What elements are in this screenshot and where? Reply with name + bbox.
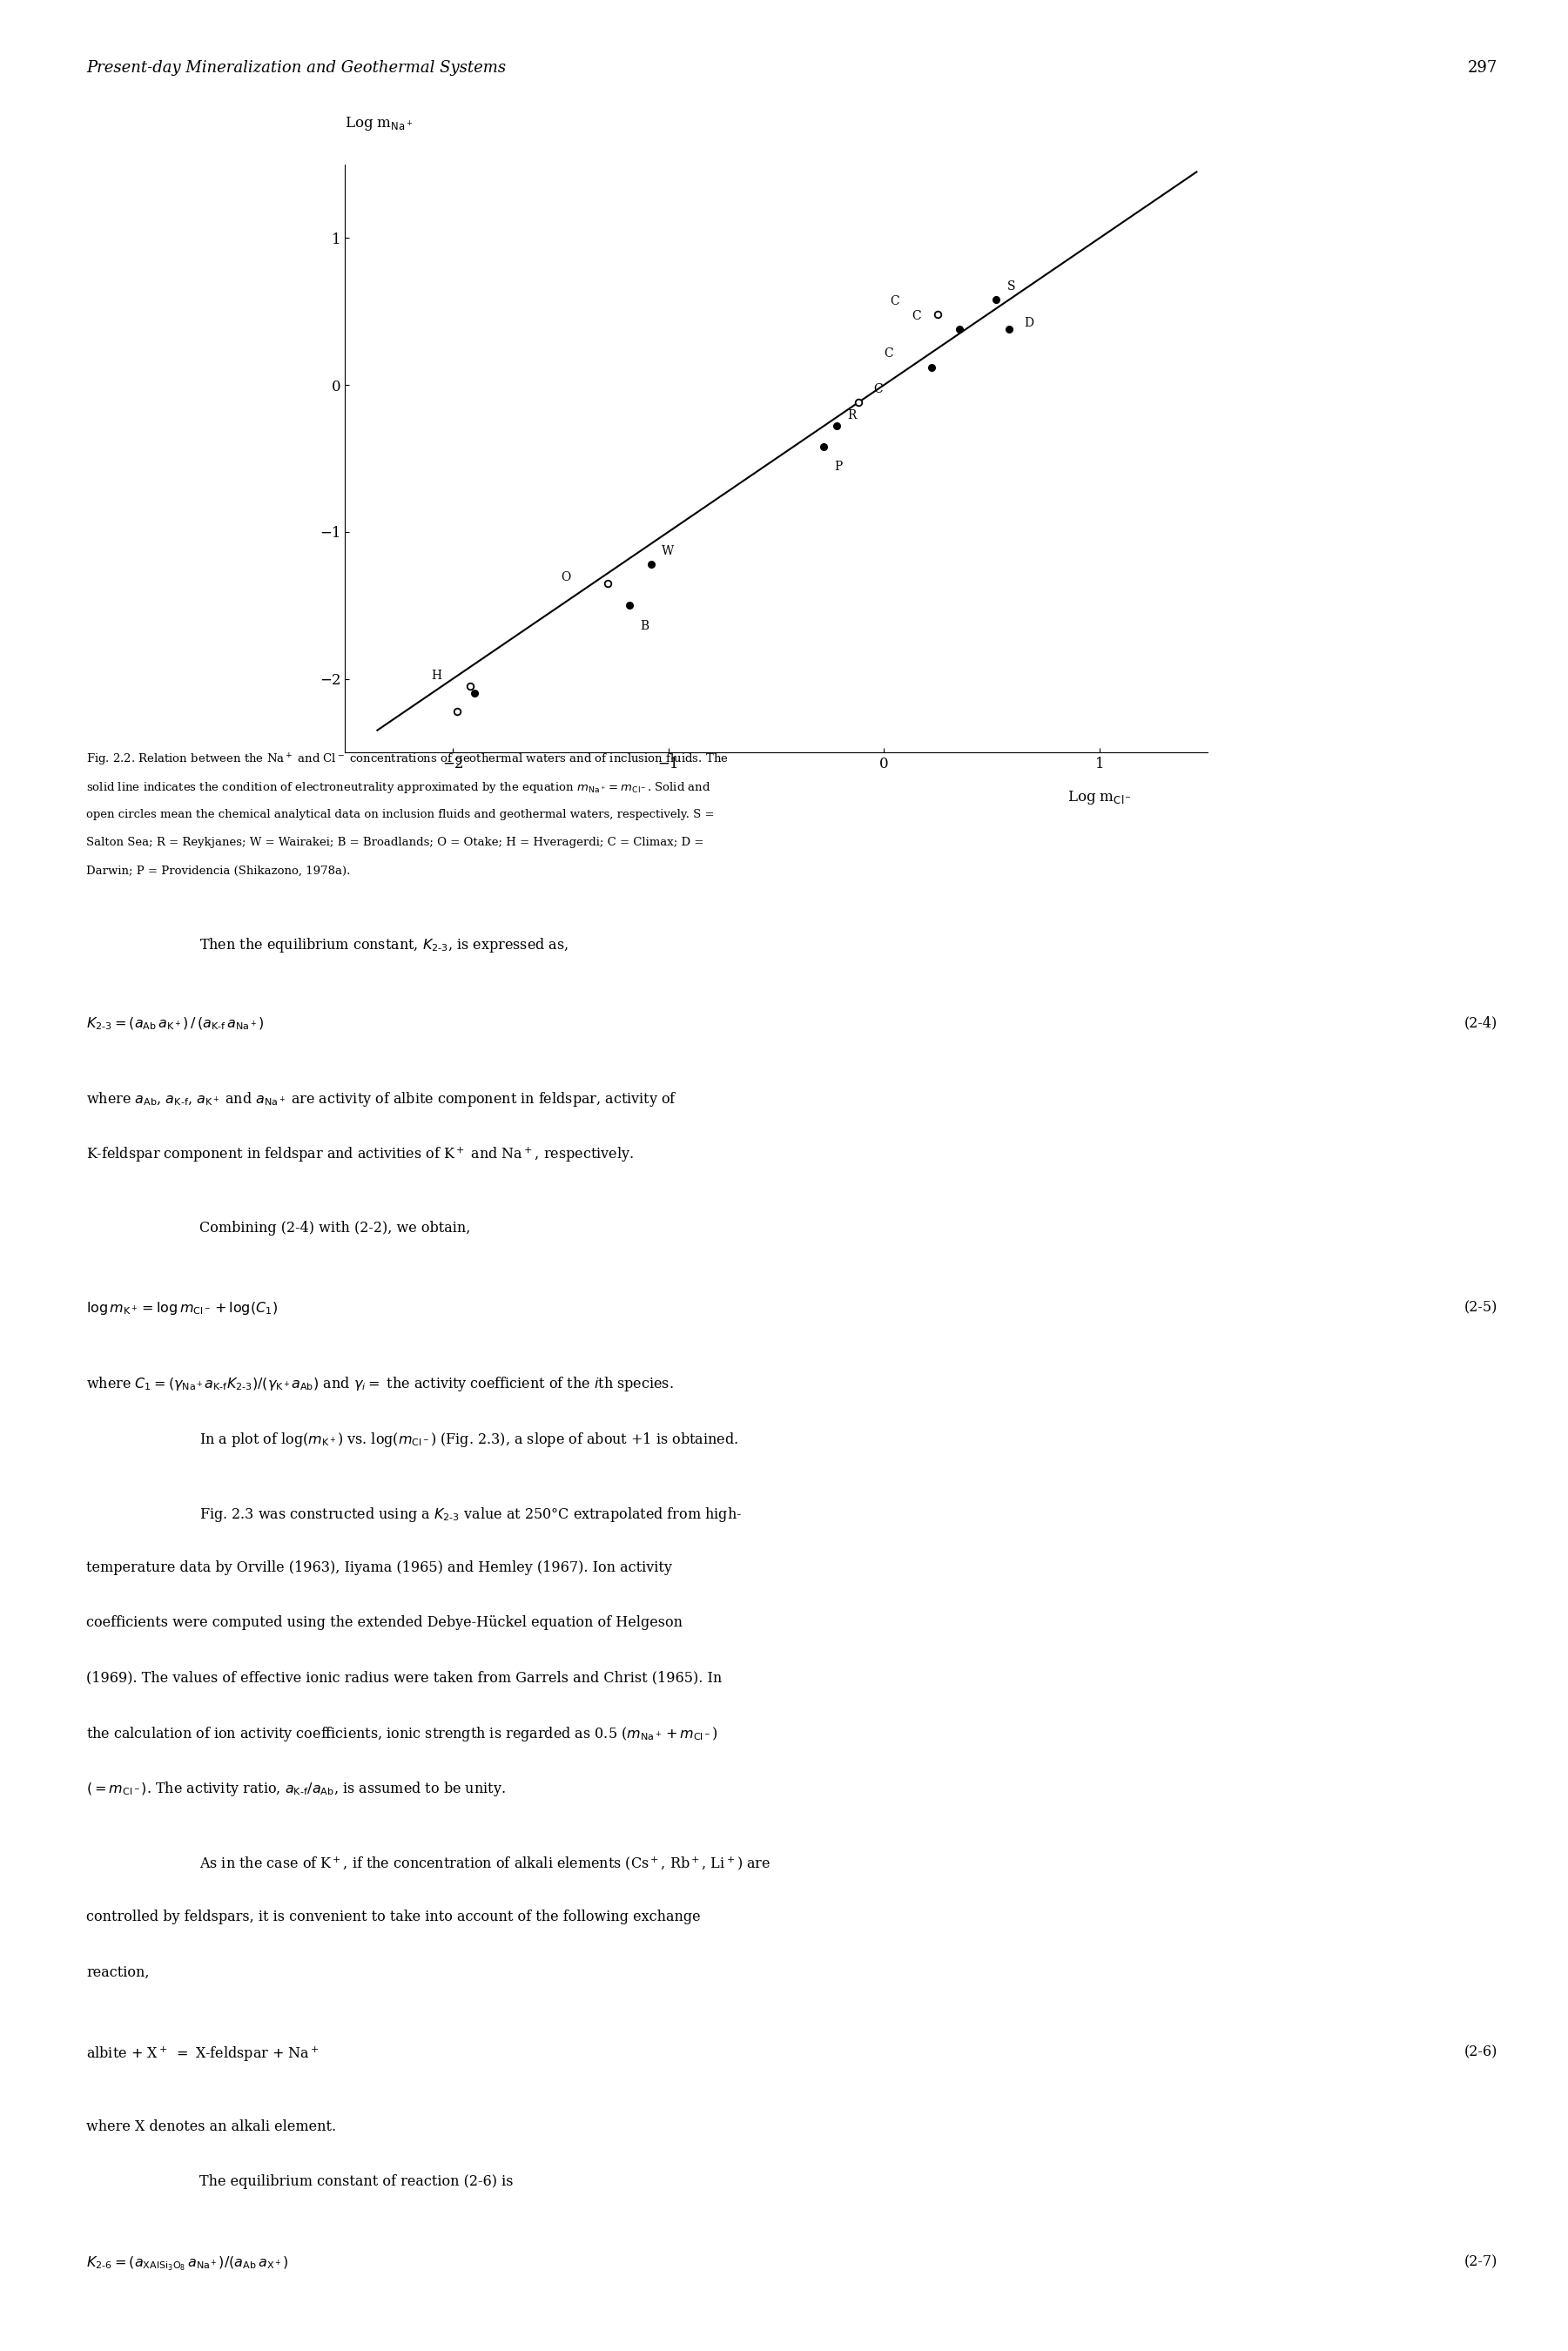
Text: the calculation of ion activity coefficients, ionic strength is regarded as 0.5 : the calculation of ion activity coeffici… [86,1726,718,1744]
Text: Darwin; P = Providencia (Shikazono, 1978a).: Darwin; P = Providencia (Shikazono, 1978… [86,865,350,877]
Text: (2-6): (2-6) [1465,2045,1497,2059]
Text: (2-7): (2-7) [1465,2255,1497,2269]
Text: $(= m_{\mathrm{Cl}^-})$. The activity ratio, $a_{\mathrm{K\text{-}f}}/a_{\mathrm: $(= m_{\mathrm{Cl}^-})$. The activity ra… [86,1780,505,1799]
Text: C: C [873,383,883,395]
Text: Fig. 2.2. Relation between the Na$^+$ and Cl$^-$ concentrations of geothermal wa: Fig. 2.2. Relation between the Na$^+$ an… [86,752,729,769]
Text: In a plot of log($m_{\mathrm{K}^+}$) vs. log($m_{\mathrm{Cl}^-}$) (Fig. 2.3), a : In a plot of log($m_{\mathrm{K}^+}$) vs.… [199,1429,739,1448]
Text: reaction,: reaction, [86,1965,149,1980]
Text: As in the case of K$^+$, if the concentration of alkali elements (Cs$^+$, Rb$^+$: As in the case of K$^+$, if the concentr… [199,1855,770,1871]
Text: O: O [561,571,571,583]
Text: coefficients were computed using the extended Debye-Hückel equation of Helgeson: coefficients were computed using the ext… [86,1615,682,1629]
Text: The equilibrium constant of reaction (2-6) is: The equilibrium constant of reaction (2-… [199,2175,513,2189]
Text: B: B [640,621,649,632]
Text: $K_{2\text{-}6} = \left(a_{\mathrm{XAlSi_3O_8}}\,a_{\mathrm{Na}^+}\right)/\left(: $K_{2\text{-}6} = \left(a_{\mathrm{XAlSi… [86,2255,289,2273]
Text: 297: 297 [1468,61,1497,75]
Text: K-feldspar component in feldspar and activities of K$^+$ and Na$^+$, respectivel: K-feldspar component in feldspar and act… [86,1145,633,1164]
Text: Combining (2-4) with (2-2), we obtain,: Combining (2-4) with (2-2), we obtain, [199,1220,470,1234]
Text: C: C [913,310,922,322]
Text: W: W [662,545,674,557]
Text: solid line indicates the condition of electroneutrality approximated by the equa: solid line indicates the condition of el… [86,781,710,795]
Text: where $a_{\mathrm{Ab}}$, $a_{\mathrm{K\text{-}f}}$, $a_{\mathrm{K}^+}$ and $a_{\: where $a_{\mathrm{Ab}}$, $a_{\mathrm{K\t… [86,1091,677,1110]
Text: $\log m_{\mathrm{K}^+} = \log m_{\mathrm{Cl}^-} + \log(C_1)$: $\log m_{\mathrm{K}^+} = \log m_{\mathrm… [86,1300,278,1317]
Text: albite $+$ X$^+$ $=$ X-feldspar $+$ Na$^+$: albite $+$ X$^+$ $=$ X-feldspar $+$ Na$^… [86,2045,320,2064]
Text: (2-4): (2-4) [1465,1016,1497,1030]
Text: D: D [1024,317,1033,329]
Text: Log m$_{\mathrm{Cl}^-}$: Log m$_{\mathrm{Cl}^-}$ [1068,790,1132,806]
Text: $K_{2\text{-}3} = (a_{\mathrm{Ab}}\,a_{\mathrm{K}^+})\,/\,(a_{\mathrm{K\text{-}f: $K_{2\text{-}3} = (a_{\mathrm{Ab}}\,a_{\… [86,1016,263,1032]
Text: (2-5): (2-5) [1465,1300,1497,1314]
Text: temperature data by Orville (1963), Iiyama (1965) and Hemley (1967). Ion activit: temperature data by Orville (1963), Iiya… [86,1561,673,1575]
Text: R: R [847,409,856,421]
Text: (1969). The values of effective ionic radius were taken from Garrels and Christ : (1969). The values of effective ionic ra… [86,1669,721,1686]
Text: Salton Sea; R = Reykjanes; W = Wairakei; B = Broadlands; O = Otake; H = Hverager: Salton Sea; R = Reykjanes; W = Wairakei;… [86,837,704,849]
Text: Then the equilibrium constant, $K_{2\text{-}3}$, is expressed as,: Then the equilibrium constant, $K_{2\tex… [199,936,569,955]
Text: Fig. 2.3 was constructed using a $K_{2\text{-}3}$ value at 250°C extrapolated fr: Fig. 2.3 was constructed using a $K_{2\t… [199,1505,742,1523]
Text: H: H [431,670,442,682]
Text: open circles mean the chemical analytical data on inclusion fluids and geotherma: open circles mean the chemical analytica… [86,809,715,820]
Text: C: C [891,294,900,308]
Text: P: P [834,461,842,473]
Text: Present-day Mineralization and Geothermal Systems: Present-day Mineralization and Geotherma… [86,61,506,75]
Text: Log m$_{\mathrm{Na}^+}$: Log m$_{\mathrm{Na}^+}$ [345,115,414,132]
Text: C: C [884,348,894,360]
Text: S: S [1007,280,1014,292]
Text: where $C_1 = (\gamma_{\mathrm{Na}^+}a_{\mathrm{K\text{-}f}}K_{2\text{-}3})/(\gam: where $C_1 = (\gamma_{\mathrm{Na}^+}a_{\… [86,1375,674,1394]
Text: where X denotes an alkali element.: where X denotes an alkali element. [86,2121,336,2135]
Text: controlled by feldspars, it is convenient to take into account of the following : controlled by feldspars, it is convenien… [86,1909,701,1925]
